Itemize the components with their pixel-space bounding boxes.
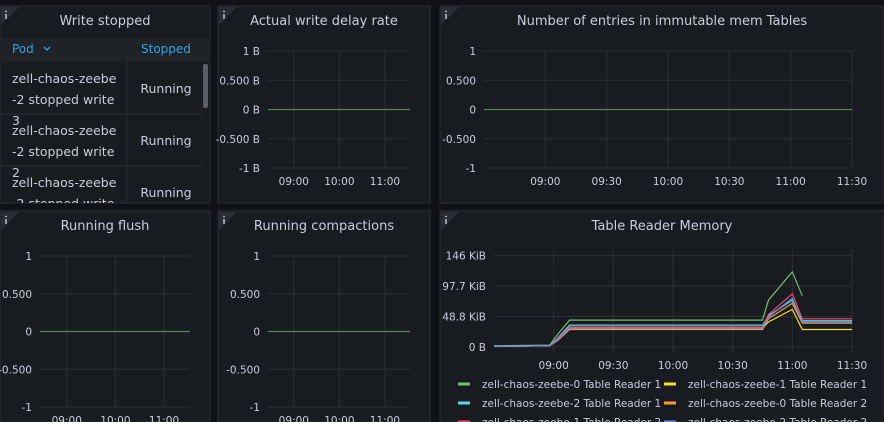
y-tick-label: 1 B	[243, 46, 260, 58]
panel	[439, 5, 884, 204]
x-tick-label: 09:00	[539, 360, 569, 372]
x-tick-label: 09:00	[530, 176, 560, 188]
y-tick-label: -0.500	[226, 364, 260, 376]
legend-label: zell-chaos-zeebe-1 Table Reader 1	[688, 379, 867, 391]
y-tick-label: 0 B	[469, 342, 486, 354]
y-tick-label: 146 KiB	[446, 251, 486, 263]
info-icon	[5, 215, 7, 218]
x-tick-label: 09:30	[598, 360, 628, 372]
y-tick-label: 0 B	[243, 105, 260, 117]
x-tick-label: 11:30	[837, 360, 867, 372]
panel	[0, 210, 211, 422]
y-tick-label: 0.500	[230, 289, 260, 301]
y-tick-label: 1	[253, 251, 260, 263]
legend-label: zell-chaos-zeebe-2 Table Reader 2	[688, 417, 867, 422]
y-tick-label: -0.500 B	[216, 134, 260, 146]
y-tick-label: -0.500	[442, 134, 476, 146]
x-tick-label: 11:00	[370, 415, 400, 422]
x-tick-label: 09:00	[279, 415, 309, 422]
y-tick-label: 0.500	[446, 75, 476, 87]
y-tick-label: 0.500	[2, 289, 32, 301]
y-tick-label: -1	[22, 402, 32, 414]
legend-label: zell-chaos-zeebe-0 Table Reader 1	[482, 379, 661, 391]
y-tick-label: -1 B	[239, 163, 260, 175]
y-tick-label: 0.500 B	[219, 75, 260, 87]
info-icon	[223, 215, 225, 218]
y-tick-label: 0	[469, 105, 476, 117]
panel	[217, 210, 431, 422]
panel-title: Number of entries in immutable mem Table…	[517, 14, 808, 29]
series-line	[493, 270, 803, 347]
x-tick-label: 10:00	[100, 415, 130, 422]
x-tick-label: 10:00	[658, 360, 688, 372]
x-tick-label: 09:30	[592, 176, 622, 188]
x-tick-label: 10:30	[714, 176, 744, 188]
table-header	[0, 38, 210, 61]
y-tick-label: -1	[250, 402, 260, 414]
y-tick-label: 0	[253, 327, 260, 339]
series-line	[493, 297, 852, 347]
panel-title: Table Reader Memory	[591, 219, 733, 234]
x-tick-label: 10:00	[324, 176, 354, 188]
legend-label: zell-chaos-zeebe-1 Table Reader 2	[482, 417, 661, 422]
column-header[interactable]: Pod	[12, 42, 34, 56]
x-tick-label: 11:00	[149, 415, 179, 422]
scrollbar[interactable]	[203, 64, 208, 108]
y-tick-label: 48.8 KiB	[442, 311, 486, 323]
pod-cell: zell-chaos-zeebe-2 stopped write 2	[12, 123, 117, 180]
y-tick-label: 97.7 KiB	[442, 281, 486, 293]
x-tick-label: 11:30	[837, 176, 867, 188]
info-icon	[5, 10, 7, 13]
panel-title: Running flush	[61, 219, 150, 234]
y-tick-label: 0	[25, 327, 32, 339]
legend-label: zell-chaos-zeebe-2 Table Reader 1	[482, 398, 661, 410]
status-cell: Running	[140, 81, 192, 96]
info-icon	[445, 10, 447, 13]
panel-title: Actual write delay rate	[250, 14, 398, 29]
y-tick-label: -0.500	[0, 364, 32, 376]
panel-title: Running compactions	[254, 219, 394, 234]
plot	[493, 270, 852, 347]
info-icon	[445, 215, 447, 218]
column-header[interactable]: Stopped	[141, 42, 191, 56]
table: Pod Stopped zell-chaos-zeebe-2 stopped w…	[0, 6, 210, 203]
info-icon	[223, 10, 225, 13]
pod-cell: zell-chaos-zeebe-2 stopped write 1	[12, 175, 117, 203]
panel-title: Write stopped	[59, 14, 150, 29]
pod-cell: zell-chaos-zeebe-2 stopped write 3	[12, 71, 117, 128]
x-tick-label: 11:00	[777, 360, 807, 372]
x-tick-label: 10:30	[718, 360, 748, 372]
x-tick-label: 09:00	[279, 176, 309, 188]
x-tick-label: 09:00	[52, 415, 82, 422]
x-tick-label: 10:00	[324, 415, 354, 422]
x-tick-label: 11:00	[776, 176, 806, 188]
y-tick-label: -1	[466, 163, 476, 175]
x-tick-label: 11:00	[370, 176, 400, 188]
x-tick-label: 10:00	[653, 176, 683, 188]
status-cell: Running	[140, 133, 192, 148]
y-tick-label: 1	[469, 46, 476, 58]
legend-label: zell-chaos-zeebe-0 Table Reader 2	[688, 398, 867, 410]
panel	[217, 5, 431, 204]
sort-chevron[interactable]	[43, 46, 51, 51]
y-tick-label: 1	[25, 251, 32, 263]
status-cell: Running	[140, 185, 192, 200]
